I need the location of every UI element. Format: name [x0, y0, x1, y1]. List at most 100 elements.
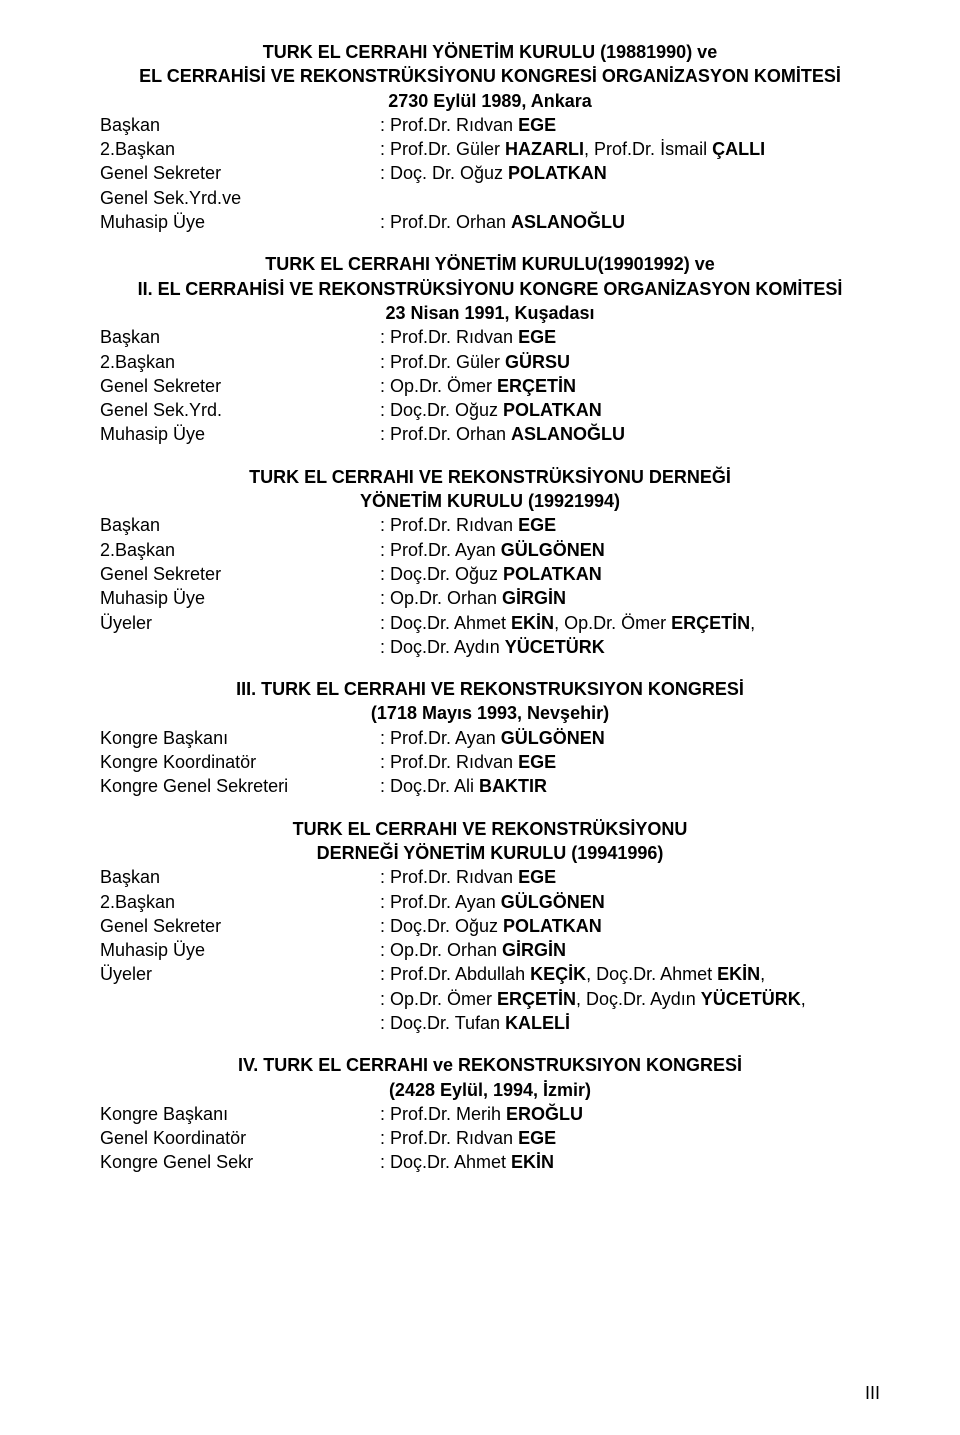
section-title: 23 Nisan 1991, Kuşadası	[100, 301, 880, 325]
row-value: : Prof.Dr. Rıdvan EGE	[380, 513, 880, 537]
row-value: : Prof.Dr. Rıdvan EGE	[380, 865, 880, 889]
value-name: EKİN	[511, 613, 554, 633]
value-name: EGE	[518, 515, 556, 535]
section-title: II. EL CERRAHİSİ VE REKONSTRÜKSİYONU KON…	[100, 277, 880, 301]
value-prefix: : Doç.Dr. Oğuz	[380, 564, 503, 584]
value-prefix: , Prof.Dr. İsmail	[584, 139, 712, 159]
value-name: EKİN	[511, 1152, 554, 1172]
value-prefix: ,	[750, 613, 755, 633]
section-title: EL CERRAHİSİ VE REKONSTRÜKSİYONU KONGRES…	[100, 64, 880, 88]
section-title: TURK EL CERRAHI YÖNETİM KURULU(19901992)…	[100, 252, 880, 276]
value-prefix: : Doç.Dr. Ali	[380, 776, 479, 796]
value-prefix: : Doç.Dr. Oğuz	[380, 916, 503, 936]
value-prefix: : Op.Dr. Orhan	[380, 588, 502, 608]
value-name: EGE	[518, 867, 556, 887]
data-row: Genel Sek.Yrd.: Doç.Dr. Oğuz POLATKAN	[100, 398, 880, 422]
row-label: Genel Sekreter	[100, 374, 380, 398]
value-name: KEÇİK	[530, 964, 586, 984]
row-value: : Prof.Dr. Orhan ASLANOĞLU	[380, 422, 880, 446]
section-block: TURK EL CERRAHI YÖNETİM KURULU(19901992)…	[100, 252, 880, 446]
row-value: : Doç.Dr. Oğuz POLATKAN	[380, 398, 880, 422]
row-label: Kongre Başkanı	[100, 726, 380, 750]
row-value: : Doç. Dr. Oğuz POLATKAN	[380, 161, 880, 185]
value-name: HAZARLI	[505, 139, 584, 159]
row-value: : Doç.Dr. Oğuz POLATKAN	[380, 914, 880, 938]
value-prefix: ,	[760, 964, 765, 984]
section-title: TURK EL CERRAHI VE REKONSTRÜKSİYONU	[100, 817, 880, 841]
data-row: Genel Sek.Yrd.ve	[100, 186, 880, 210]
value-prefix: : Prof.Dr. Rıdvan	[380, 327, 518, 347]
value-prefix: : Prof.Dr. Rıdvan	[380, 115, 518, 135]
value-prefix: : Doç. Dr. Oğuz	[380, 163, 508, 183]
value-name: GÜLGÖNEN	[501, 728, 605, 748]
data-row: Genel Sekreter: Doç.Dr. Oğuz POLATKAN	[100, 914, 880, 938]
value-prefix: , Doç.Dr. Aydın	[576, 989, 701, 1009]
row-label: 2.Başkan	[100, 350, 380, 374]
content-container: TURK EL CERRAHI YÖNETİM KURULU (19881990…	[100, 40, 880, 1175]
data-row: Genel Sekreter: Doç. Dr. Oğuz POLATKAN	[100, 161, 880, 185]
value-prefix: : Doç.Dr. Oğuz	[380, 400, 503, 420]
data-row: Üyeler: Doç.Dr. Ahmet EKİN, Op.Dr. Ömer …	[100, 611, 880, 635]
row-label: Üyeler	[100, 611, 380, 635]
data-row: : Doç.Dr. Tufan KALELİ	[100, 1011, 880, 1035]
value-name: POLATKAN	[508, 163, 607, 183]
data-row: 2.Başkan: Prof.Dr. Güler GÜRSU	[100, 350, 880, 374]
row-label: 2.Başkan	[100, 538, 380, 562]
row-label: Muhasip Üye	[100, 586, 380, 610]
value-prefix: : Op.Dr. Ömer	[380, 376, 497, 396]
value-prefix: , Doç.Dr. Ahmet	[586, 964, 717, 984]
data-row: Genel Koordinatör: Prof.Dr. Rıdvan EGE	[100, 1126, 880, 1150]
data-row: Başkan: Prof.Dr. Rıdvan EGE	[100, 513, 880, 537]
row-value: : Op.Dr. Orhan GİRGİN	[380, 586, 880, 610]
row-value: : Prof.Dr. Ayan GÜLGÖNEN	[380, 538, 880, 562]
row-label	[100, 1011, 380, 1035]
row-value: : Prof.Dr. Ayan GÜLGÖNEN	[380, 726, 880, 750]
row-label: Genel Sekreter	[100, 161, 380, 185]
data-row: 2.Başkan: Prof.Dr. Ayan GÜLGÖNEN	[100, 890, 880, 914]
row-label: Üyeler	[100, 962, 380, 986]
data-row: Başkan: Prof.Dr. Rıdvan EGE	[100, 113, 880, 137]
row-label: Muhasip Üye	[100, 938, 380, 962]
data-row: Başkan: Prof.Dr. Rıdvan EGE	[100, 865, 880, 889]
row-value: : Doç.Dr. Ali BAKTIR	[380, 774, 880, 798]
value-prefix: ,	[801, 989, 806, 1009]
row-value	[380, 186, 880, 210]
row-label: Genel Sek.Yrd.	[100, 398, 380, 422]
data-row: : Op.Dr. Ömer ERÇETİN, Doç.Dr. Aydın YÜC…	[100, 987, 880, 1011]
section-block: IV. TURK EL CERRAHI ve REKONSTRUKSIYON K…	[100, 1053, 880, 1174]
section-block: III. TURK EL CERRAHI VE REKONSTRUKSIYON …	[100, 677, 880, 798]
value-prefix: , Op.Dr. Ömer	[554, 613, 671, 633]
row-value: : Prof.Dr. Rıdvan EGE	[380, 325, 880, 349]
section-title: TURK EL CERRAHI YÖNETİM KURULU (19881990…	[100, 40, 880, 64]
data-row: Genel Sekreter: Doç.Dr. Oğuz POLATKAN	[100, 562, 880, 586]
row-value: : Prof.Dr. Rıdvan EGE	[380, 1126, 880, 1150]
value-prefix: : Doç.Dr. Ahmet	[380, 613, 511, 633]
value-name: EROĞLU	[506, 1104, 583, 1124]
data-row: Muhasip Üye: Op.Dr. Orhan GİRGİN	[100, 586, 880, 610]
section-title: DERNEĞİ YÖNETİM KURULU (19941996)	[100, 841, 880, 865]
value-name: GÜRSU	[505, 352, 570, 372]
document-page: TURK EL CERRAHI YÖNETİM KURULU (19881990…	[0, 0, 960, 1435]
value-name: KALELİ	[505, 1013, 570, 1033]
value-name: YÜCETÜRK	[701, 989, 801, 1009]
value-name: ERÇETİN	[497, 989, 576, 1009]
row-value: : Doç.Dr. Aydın YÜCETÜRK	[380, 635, 880, 659]
value-prefix: : Prof.Dr. Ayan	[380, 892, 501, 912]
section-block: TURK EL CERRAHI VE REKONSTRÜKSİYONUDERNE…	[100, 817, 880, 1036]
row-label: Kongre Genel Sekr	[100, 1150, 380, 1174]
row-value: : Prof.Dr. Güler HAZARLI, Prof.Dr. İsmai…	[380, 137, 880, 161]
data-row: Genel Sekreter: Op.Dr. Ömer ERÇETİN	[100, 374, 880, 398]
row-label: Başkan	[100, 513, 380, 537]
value-name: POLATKAN	[503, 564, 602, 584]
row-label: Başkan	[100, 865, 380, 889]
value-name: EGE	[518, 1128, 556, 1148]
value-name: ASLANOĞLU	[511, 424, 625, 444]
row-value: : Doç.Dr. Ahmet EKİN, Op.Dr. Ömer ERÇETİ…	[380, 611, 880, 635]
value-name: GÜLGÖNEN	[501, 892, 605, 912]
row-label: Muhasip Üye	[100, 210, 380, 234]
section-title: IV. TURK EL CERRAHI ve REKONSTRUKSIYON K…	[100, 1053, 880, 1077]
value-name: BAKTIR	[479, 776, 547, 796]
row-label: Başkan	[100, 113, 380, 137]
data-row: Kongre Başkanı: Prof.Dr. Ayan GÜLGÖNEN	[100, 726, 880, 750]
section-title: (2428 Eylül, 1994, İzmir)	[100, 1078, 880, 1102]
